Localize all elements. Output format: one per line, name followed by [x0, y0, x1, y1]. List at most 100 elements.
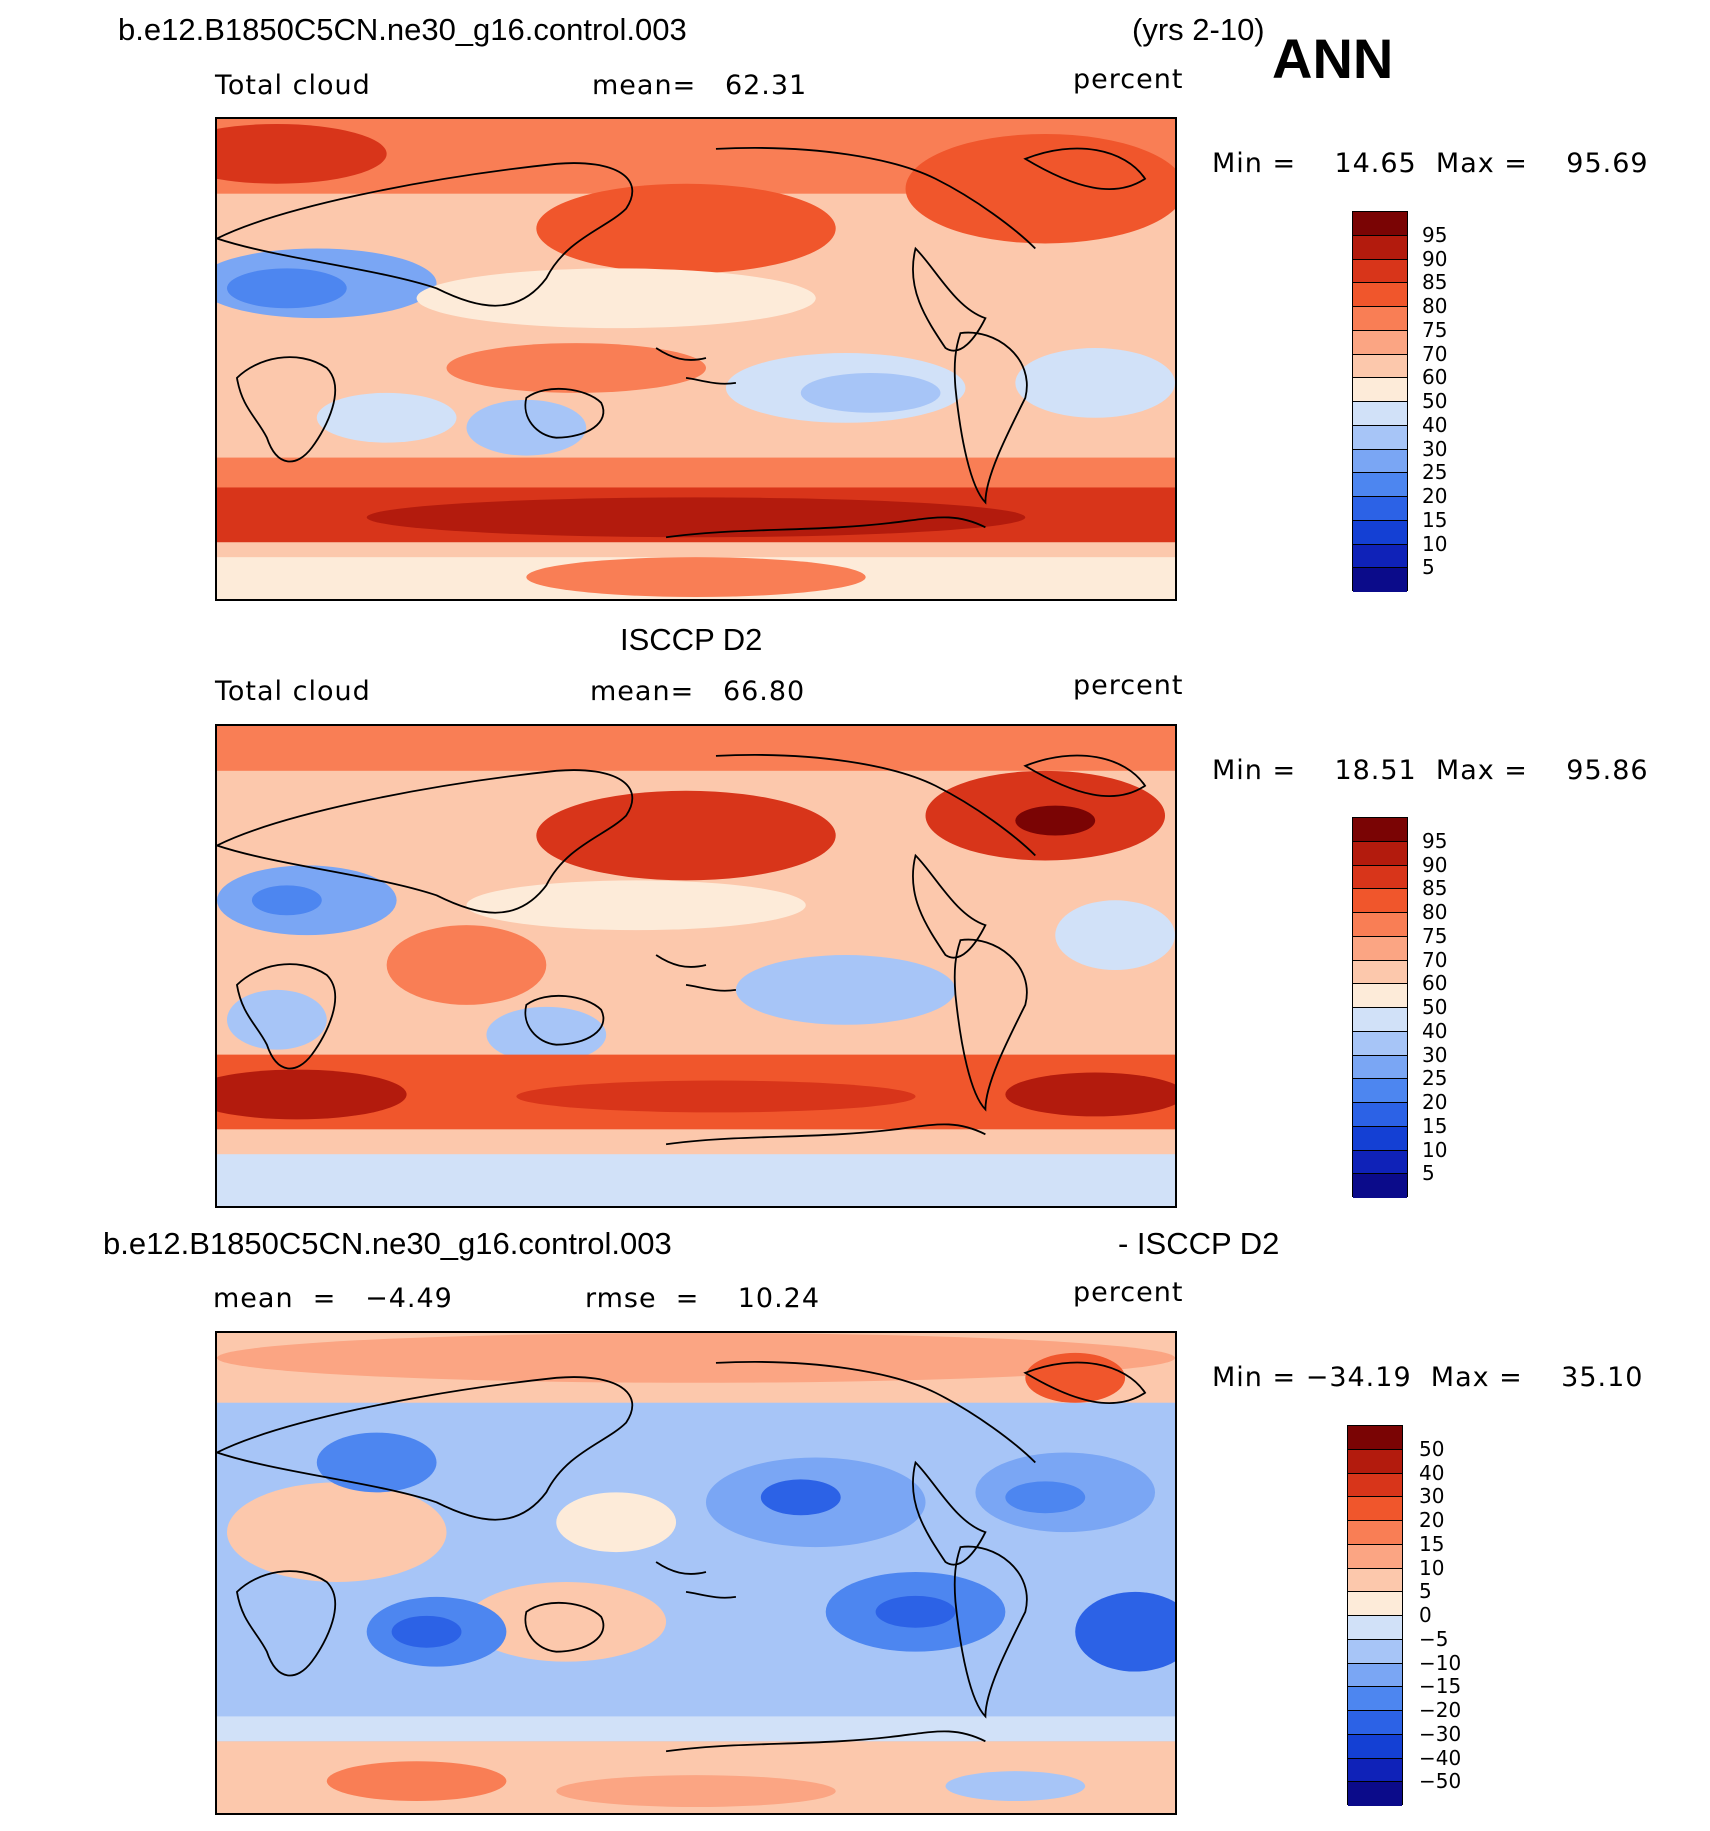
colorbar-swatch — [1353, 1055, 1407, 1080]
colorbar-swatch — [1353, 841, 1407, 866]
colorbar-tick-label: 20 — [1422, 1090, 1448, 1114]
colorbar-swatch — [1353, 544, 1407, 569]
colorbar-tick-label: 50 — [1422, 389, 1448, 413]
colorbar-swatch — [1353, 568, 1407, 592]
colorbar-tick-label: 40 — [1422, 412, 1448, 437]
colorbar-tick-label: −30 — [1419, 1721, 1462, 1746]
colorbar-tick-label: −5 — [1419, 1626, 1449, 1651]
colorbar-tick-label: 30 — [1422, 1042, 1448, 1067]
colorbar-tick-label: 90 — [1422, 852, 1448, 877]
colorbar-tick-label: 95 — [1422, 222, 1448, 247]
colorbar-tick-label: 50 — [1419, 1436, 1445, 1461]
panel1-field — [217, 119, 1175, 599]
season-label: ANN — [1272, 27, 1394, 90]
colorbar-tick-label: −15 — [1419, 1674, 1462, 1699]
colorbar-tick-label: 10 — [1422, 1137, 1448, 1162]
colorbar-tick-label: 15 — [1422, 507, 1448, 532]
colorbar-swatch — [1348, 1639, 1402, 1664]
colorbar-tick-label: 85 — [1422, 270, 1448, 295]
colorbar-tick-label: 25 — [1422, 1066, 1448, 1091]
colorbar-tick-label: 15 — [1419, 1531, 1445, 1556]
colorbar-tick-label: 30 — [1422, 436, 1448, 461]
colorbar-tick-label: 70 — [1422, 947, 1448, 972]
colorbar-swatch — [1348, 1592, 1402, 1616]
colorbar-swatch — [1353, 1031, 1407, 1056]
colorbar-tick-label: 90 — [1422, 246, 1448, 271]
colorbar-swatch — [1348, 1687, 1402, 1711]
panel2-variable: Total cloud — [215, 676, 371, 707]
colorbar-swatch — [1353, 936, 1407, 961]
colorbar-swatch — [1353, 259, 1407, 284]
colorbar-swatch — [1353, 1079, 1407, 1103]
colorbar-tick-label: 25 — [1422, 460, 1448, 485]
colorbar-swatch — [1348, 1426, 1402, 1450]
panel3-map — [215, 1331, 1177, 1815]
panel2-minmax: Min = 18.51 Max = 95.86 — [1212, 755, 1649, 786]
colorbar-swatch — [1353, 283, 1407, 307]
years-label: (yrs 2-10) — [1132, 12, 1265, 47]
colorbar-swatch — [1353, 1103, 1407, 1127]
colorbar-tick-label: 85 — [1422, 876, 1448, 901]
colorbar-swatch — [1353, 402, 1407, 426]
colorbar-swatch — [1348, 1734, 1402, 1759]
panel1-mean: mean= 62.31 — [592, 70, 808, 101]
colorbar-swatch — [1348, 1616, 1402, 1640]
panel2-map — [215, 724, 1177, 1208]
colorbar-swatch — [1353, 497, 1407, 521]
panel3-title-left: b.e12.B1850C5CN.ne30_g16.control.003 — [103, 1226, 672, 1261]
panel1-minmax: Min = 14.65 Max = 95.69 — [1212, 148, 1649, 179]
colorbar-tick-label: 60 — [1422, 971, 1448, 996]
panel3-mean: mean = −4.49 — [213, 1283, 453, 1314]
colorbar-tick-label: 5 — [1419, 1579, 1432, 1604]
colorbar-swatch — [1353, 425, 1407, 450]
colorbar-swatch — [1353, 865, 1407, 890]
colorbar-tick-label: 10 — [1419, 1555, 1445, 1580]
colorbar-swatch — [1353, 378, 1407, 402]
colorbar-tick-label: −10 — [1419, 1650, 1462, 1675]
colorbar-swatch — [1353, 212, 1407, 236]
panel2-field — [217, 726, 1175, 1206]
colorbar-swatch — [1353, 449, 1407, 474]
colorbar-tick-label: 80 — [1422, 294, 1448, 318]
colorbar-tick-label: 5 — [1422, 1161, 1435, 1186]
panel3-rmse: rmse = 10.24 — [585, 1283, 821, 1314]
panel1-map — [215, 117, 1177, 601]
panel1-variable: Total cloud — [215, 70, 371, 101]
colorbar-swatch — [1348, 1782, 1402, 1806]
colorbar-tick-label: 5 — [1422, 555, 1435, 580]
panel2-title: ISCCP D2 — [620, 622, 763, 657]
panel3-units: percent — [1073, 1277, 1184, 1308]
colorbar-tick-label: 15 — [1422, 1113, 1448, 1138]
colorbar-swatch — [1348, 1663, 1402, 1688]
colorbar-tick-label: 70 — [1422, 341, 1448, 366]
colorbar-swatch — [1348, 1568, 1402, 1593]
colorbar-tick-label: 20 — [1422, 484, 1448, 508]
colorbar-tick-label: 60 — [1422, 365, 1448, 390]
colorbar-tick-label: 0 — [1419, 1603, 1432, 1627]
colorbar-swatch — [1348, 1544, 1402, 1569]
colorbar-swatch — [1353, 1174, 1407, 1198]
panel2-units: percent — [1073, 670, 1184, 701]
colorbar-tick-label: 50 — [1422, 995, 1448, 1019]
panel3-title-right: - ISCCP D2 — [1118, 1226, 1280, 1261]
colorbar-swatch — [1353, 1150, 1407, 1175]
colorbar-swatch — [1353, 1126, 1407, 1151]
colorbar-swatch — [1353, 1008, 1407, 1032]
panel3-minmax: Min = −34.19 Max = 35.10 — [1212, 1362, 1644, 1393]
colorbar-swatch — [1353, 913, 1407, 937]
colorbar-tick-label: −50 — [1419, 1769, 1462, 1794]
panel1-units: percent — [1073, 64, 1184, 95]
colorbar-swatch — [1353, 235, 1407, 260]
colorbar-swatch — [1353, 960, 1407, 985]
colorbar-tick-label: 80 — [1422, 900, 1448, 924]
colorbar-swatch — [1353, 984, 1407, 1008]
panel2-mean: mean= 66.80 — [590, 676, 806, 707]
panel3-field — [217, 1333, 1175, 1813]
colorbar-tick-label: −20 — [1419, 1698, 1462, 1722]
colorbar-tick-label: 75 — [1422, 923, 1448, 948]
panel3-colorbar — [1347, 1425, 1403, 1806]
colorbar-swatch — [1348, 1521, 1402, 1545]
colorbar-swatch — [1348, 1758, 1402, 1783]
colorbar-swatch — [1353, 889, 1407, 913]
colorbar-swatch — [1353, 330, 1407, 355]
